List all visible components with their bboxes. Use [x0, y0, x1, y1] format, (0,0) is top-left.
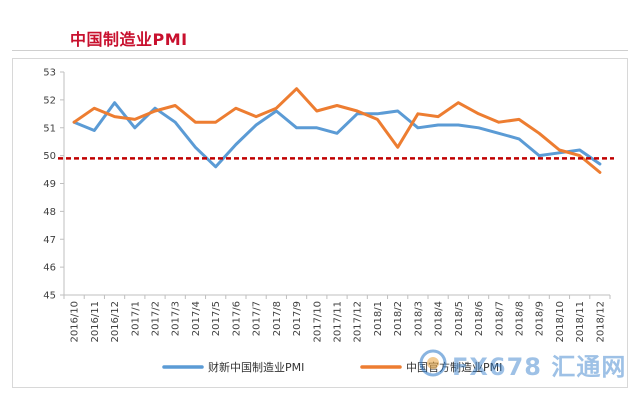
x-tick-label: 2017/1: [130, 301, 141, 336]
x-tick-label: 2017/8: [272, 301, 283, 336]
x-tick-label: 2017/4: [191, 301, 202, 336]
x-tick-label: 2016/11: [90, 301, 101, 343]
x-tick-label: 2017/2: [151, 301, 162, 336]
y-tick-label: 50: [43, 151, 56, 162]
x-tick-label: 2017/9: [292, 301, 303, 336]
x-tick-label: 2018/5: [454, 301, 465, 336]
x-tick-label: 2017/10: [312, 301, 323, 343]
x-tick-label: 2018/12: [595, 301, 606, 343]
x-tick-label: 2018/4: [434, 301, 445, 336]
x-tick-label: 2018/6: [474, 301, 485, 336]
y-tick-label: 46: [43, 263, 56, 274]
x-tick-label: 2018/9: [535, 301, 546, 336]
x-tick-label: 2017/6: [231, 301, 242, 336]
y-tick-label: 52: [43, 95, 56, 106]
legend-label-1: 财新中国制造业PMI: [208, 360, 304, 374]
y-tick-label: 49: [43, 179, 56, 190]
x-tick-label: 2018/8: [515, 301, 526, 336]
x-tick-label: 2018/3: [413, 301, 424, 336]
y-tick-label: 53: [43, 68, 56, 79]
series-line-1: [72, 101, 602, 169]
watermark-text: FX678 汇通网: [452, 353, 627, 381]
chart-title: 中国制造业PMI: [70, 30, 188, 49]
x-tick-label: 2018/7: [494, 301, 505, 336]
y-tick-label: 48: [43, 207, 56, 218]
y-tick-label: 45: [43, 291, 56, 302]
x-tick-label: 2016/12: [110, 301, 121, 343]
chart-frame: [12, 58, 628, 388]
series-line-2: [72, 87, 602, 174]
x-tick-label: 2017/5: [211, 301, 222, 336]
x-tick-label: 2018/11: [575, 301, 586, 343]
x-tick-label: 2016/10: [70, 301, 81, 343]
fx678-logo-icon: [419, 349, 447, 377]
x-tick-label: 2017/11: [333, 301, 344, 343]
x-tick-label: 2017/12: [353, 301, 364, 343]
x-tick-label: 2018/2: [393, 301, 404, 336]
x-tick-label: 2017/3: [171, 301, 182, 336]
x-tick-label: 2018/1: [373, 301, 384, 336]
x-tick-label: 2017/7: [252, 301, 263, 336]
y-tick-label: 51: [43, 123, 56, 134]
title-divider: [12, 50, 628, 51]
x-tick-label: 2018/10: [555, 301, 566, 343]
y-tick-label: 47: [43, 235, 56, 246]
